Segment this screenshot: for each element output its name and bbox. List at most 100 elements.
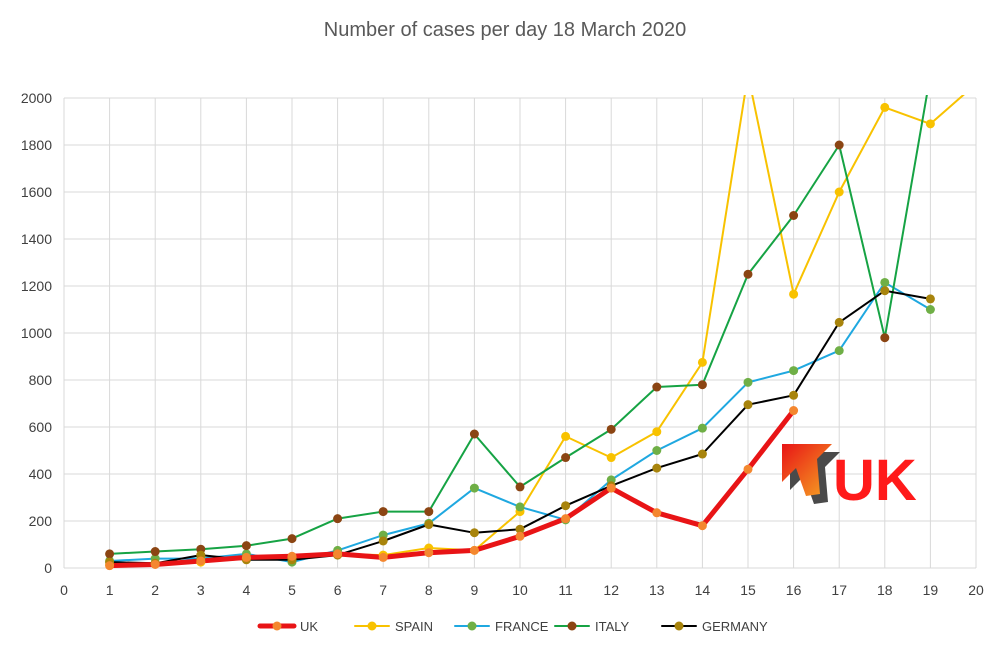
data-point-germany — [880, 286, 890, 296]
data-point-france — [880, 277, 890, 287]
y-tick-label: 400 — [29, 466, 53, 482]
data-point-uk — [196, 556, 206, 566]
data-point-italy — [287, 534, 297, 544]
y-tick-label: 1000 — [21, 325, 52, 341]
x-tick-label: 1 — [106, 582, 114, 598]
uk-callout-label: UK — [833, 448, 917, 513]
y-tick-label: 200 — [29, 513, 53, 529]
y-tick-label: 1200 — [21, 278, 52, 294]
data-point-france — [469, 483, 479, 493]
x-tick-label: 19 — [923, 582, 939, 598]
legend: UK SPAIN FRANCE ITALY GERMANY — [257, 619, 768, 634]
x-tick-label: 13 — [649, 582, 665, 598]
data-point-spain — [834, 187, 844, 197]
data-point-italy — [834, 140, 844, 150]
data-point-spain — [561, 431, 571, 441]
data-point-uk — [561, 514, 571, 524]
data-point-uk — [150, 559, 160, 569]
x-tick-label: 7 — [379, 582, 387, 598]
data-point-italy — [241, 541, 251, 551]
data-point-uk — [333, 549, 343, 559]
y-tick-label: 1600 — [21, 184, 52, 200]
data-point-uk — [789, 406, 799, 416]
data-point-italy — [697, 380, 707, 390]
x-tick-label: 18 — [877, 582, 893, 598]
data-point-france — [515, 502, 525, 512]
data-point-uk — [241, 552, 251, 562]
x-tick-label: 2 — [151, 582, 159, 598]
legend-label: ITALY — [595, 619, 630, 634]
data-point-spain — [789, 289, 799, 299]
data-point-germany — [697, 449, 707, 459]
x-tick-label: 5 — [288, 582, 296, 598]
legend-marker — [467, 621, 477, 631]
chart-title: Number of cases per day 18 March 2020 — [324, 19, 686, 41]
x-tick-label: 3 — [197, 582, 205, 598]
data-point-italy — [880, 333, 890, 343]
data-point-france — [743, 377, 753, 387]
x-tick-label: 9 — [471, 582, 479, 598]
data-point-italy — [378, 507, 388, 517]
data-point-uk — [652, 508, 662, 518]
data-point-spain — [880, 102, 890, 112]
y-tick-label: 0 — [44, 560, 52, 576]
legend-item-spain: SPAIN — [354, 619, 433, 634]
data-point-italy — [515, 482, 525, 492]
data-point-uk — [515, 531, 525, 541]
legend-marker — [567, 621, 577, 631]
data-point-italy — [469, 429, 479, 439]
data-point-italy — [105, 549, 115, 559]
y-tick-label: 1800 — [21, 137, 52, 153]
arrow-up-left-icon — [782, 444, 840, 504]
y-tick-label: 600 — [29, 419, 53, 435]
data-point-france — [652, 446, 662, 455]
data-point-germany — [743, 400, 753, 410]
x-tick-label: 15 — [740, 582, 756, 598]
x-tick-label: 0 — [60, 582, 68, 598]
y-tick-label: 800 — [29, 372, 53, 388]
legend-item-france: FRANCE — [454, 619, 549, 634]
data-point-france — [834, 346, 844, 356]
legend-label: FRANCE — [495, 619, 549, 634]
data-point-germany — [561, 501, 571, 511]
data-point-spain — [652, 427, 662, 437]
x-tick-label: 14 — [695, 582, 711, 598]
legend-label: GERMANY — [702, 619, 768, 634]
data-point-germany — [515, 524, 525, 534]
data-point-uk — [606, 483, 616, 493]
data-point-italy — [652, 382, 662, 392]
legend-marker — [272, 621, 282, 631]
data-point-germany — [925, 294, 935, 304]
x-tick-label: 8 — [425, 582, 433, 598]
data-point-spain — [606, 453, 616, 463]
data-point-germany — [834, 317, 844, 327]
data-point-france — [789, 366, 799, 376]
data-point-italy — [743, 269, 753, 279]
data-point-italy — [606, 424, 616, 434]
data-point-italy — [561, 453, 571, 463]
data-point-italy — [150, 547, 160, 557]
legend-item-uk: UK — [257, 619, 318, 634]
legend-item-italy: ITALY — [554, 619, 630, 634]
x-tick-label: 11 — [558, 582, 573, 598]
data-point-france — [925, 305, 935, 314]
data-point-italy — [424, 507, 434, 517]
legend-label: UK — [300, 619, 318, 634]
data-point-italy — [789, 211, 799, 220]
series-line-uk — [107, 408, 797, 569]
x-tick-label: 4 — [243, 582, 251, 598]
data-point-uk — [697, 521, 707, 531]
x-tick-label: 20 — [968, 582, 984, 598]
x-tick-label: 10 — [512, 582, 528, 598]
data-point-germany — [652, 463, 662, 473]
data-point-uk — [424, 548, 434, 558]
legend-label: SPAIN — [395, 619, 433, 634]
data-point-france — [697, 423, 707, 433]
data-point-uk — [287, 551, 297, 561]
y-tick-label: 2000 — [21, 90, 52, 106]
x-tick-label: 12 — [603, 582, 619, 598]
data-point-germany — [469, 528, 479, 538]
x-tick-label: 6 — [334, 582, 342, 598]
